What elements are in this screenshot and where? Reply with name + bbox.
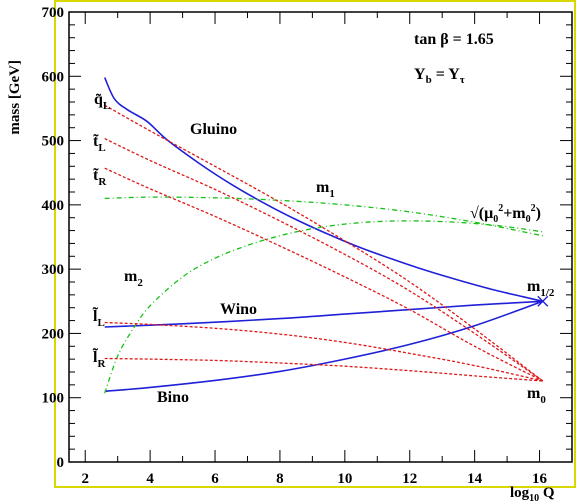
x-tick-label: 10: [337, 471, 352, 487]
x-axis-title-tail: Q: [539, 485, 555, 501]
yukawa-eq: = Y: [432, 66, 461, 83]
qL-label: q̃L: [94, 91, 110, 112]
yukawa-label: Yb = Yτ: [414, 66, 465, 86]
x-tick-label: 14: [467, 471, 483, 487]
mu-label-sub2: 0: [526, 214, 531, 225]
mu-label-sup2: 2: [531, 203, 536, 214]
series-line-3: [104, 196, 543, 237]
y-tick-label: 400: [42, 198, 65, 214]
x-tick-label: 6: [211, 471, 219, 487]
series-line-5: [104, 104, 544, 382]
y-tick-label: 600: [42, 69, 65, 85]
y-tick-label: 200: [42, 326, 65, 342]
tanb-label: tan β = 1.65: [414, 31, 494, 48]
mu-label-plus: +m: [503, 205, 526, 222]
yukawa-sub2: τ: [460, 74, 465, 86]
lL-label: l̃L: [93, 305, 105, 329]
m2-label: m2: [124, 268, 143, 289]
series-layer: [103, 77, 549, 394]
mu-label: √(μ02+m02): [470, 203, 541, 225]
mu-label-sup: 2: [498, 203, 503, 214]
wino-label: Wino: [220, 301, 257, 318]
x-tick-label: 4: [146, 471, 154, 487]
m0-label: m0: [527, 385, 546, 406]
mhalf-marker: [537, 295, 549, 307]
series-line-8: [104, 321, 543, 382]
yukawa-sub1: b: [426, 74, 432, 86]
mhalf-label: m1/2: [527, 278, 555, 299]
gluino-label: Gluino: [190, 121, 237, 138]
x-tick-label: 12: [402, 471, 417, 487]
mu-label-sub: 0: [493, 214, 498, 225]
series-line-9: [104, 357, 543, 382]
plot-area: [68, 11, 573, 463]
plot-frame-outer: [54, 0, 576, 488]
x-axis-title-main: log: [510, 485, 530, 501]
series-line-7: [104, 167, 544, 382]
bino-label: Bino: [157, 389, 189, 406]
m1-label: m1: [316, 179, 335, 200]
tR-label: t̃R: [93, 166, 107, 188]
y-tick-label: 100: [42, 391, 65, 407]
y-axis-title: mass [GeV]: [7, 60, 23, 135]
y-tick-label: 700: [42, 5, 65, 21]
mu-label-close: ): [536, 205, 541, 222]
lR-label: l̃R: [93, 346, 107, 370]
series-line-4: [104, 220, 543, 394]
x-tick-label: 16: [532, 471, 548, 487]
x-tick-label: 8: [276, 471, 284, 487]
y-tick-label: 0: [57, 455, 65, 471]
yukawa-y1: Y: [414, 66, 426, 83]
x-axis-ticks: 2 4 6 8 10 12 14 16: [81, 12, 548, 487]
x-axis-title: log10 Q: [510, 485, 555, 503]
series-line-1: [104, 300, 543, 328]
series-line-0: [103, 77, 543, 303]
x-tick-label: 2: [81, 471, 89, 487]
y-tick-label: 300: [42, 262, 65, 278]
tL-label: t̃L: [93, 132, 106, 154]
x-axis-title-sub: 10: [529, 493, 539, 503]
y-tick-label: 500: [42, 134, 65, 150]
mu-label-a: √(μ: [470, 205, 493, 222]
